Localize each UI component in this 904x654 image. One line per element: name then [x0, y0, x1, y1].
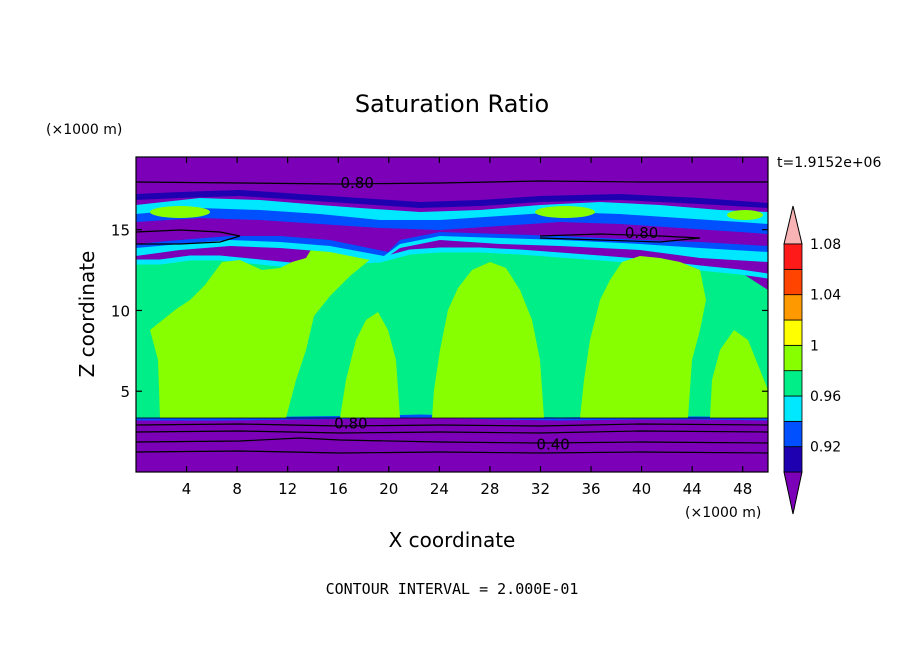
colorbar-swatch — [783, 268, 803, 296]
contour-lines — [136, 180, 768, 454]
colorbar-swatch — [783, 370, 803, 397]
plume-6 — [710, 330, 768, 418]
colorbar-swatch — [783, 420, 803, 448]
x-tick-label: 48 — [733, 480, 752, 498]
colorbar-swatch — [783, 294, 803, 321]
top-band-blue — [136, 190, 768, 208]
colorbar-arrow-top — [783, 205, 803, 245]
colorbar-arrow-bottom — [783, 471, 803, 515]
plot-area — [135, 156, 769, 473]
upper-patch-1 — [150, 206, 210, 218]
chart-title: Saturation Ratio — [355, 90, 549, 118]
plot-frame — [135, 156, 769, 473]
colorbar-swatch — [783, 395, 803, 422]
x-tick-label: 32 — [531, 480, 550, 498]
x-tick-label: 8 — [232, 480, 242, 498]
colorbar-swatch — [783, 243, 803, 270]
x-tick-label: 4 — [182, 480, 192, 498]
colorbar-swatch — [783, 344, 803, 372]
x-tick-label: 28 — [480, 480, 499, 498]
x-tick-label: 16 — [329, 480, 348, 498]
y-axis-label: Z coordinate — [75, 251, 99, 378]
time-label: t=1.9152e+06 — [777, 155, 881, 171]
contour-label: 0.80 — [340, 174, 373, 192]
y-ticks: 5 10 15 — [111, 222, 768, 401]
x-tick-label: 24 — [430, 480, 449, 498]
plume-4 — [580, 256, 706, 418]
plume-5 — [340, 312, 400, 418]
colorbar-swatch — [783, 319, 803, 346]
colorbar-label: 1.04 — [810, 288, 841, 304]
colorbar-label: 1.08 — [810, 237, 841, 253]
x-tick-label: 20 — [379, 480, 398, 498]
contour-label-layer: 0.80 0.80 0.80 0.40 — [334, 174, 658, 454]
colorbar: 0.92 0.96 1 1.04 1.08 — [783, 205, 841, 515]
contour-interval-label: CONTOUR INTERVAL = 2.000E-01 — [326, 580, 579, 598]
plume-1 — [150, 222, 384, 418]
x-tick-label: 40 — [632, 480, 651, 498]
top-band — [136, 157, 768, 205]
x-tick-label: 44 — [683, 480, 702, 498]
upper-patch-3 — [727, 210, 763, 220]
colorbar-label: 1 — [810, 338, 819, 354]
y-tick-label: 15 — [111, 222, 130, 240]
contour-label: 0.80 — [625, 224, 658, 242]
x-axis-label: X coordinate — [389, 528, 516, 552]
colorbar-label: 0.92 — [810, 440, 841, 456]
y-unit-label: (×1000 m) — [46, 122, 122, 138]
upper-patch-2 — [535, 206, 595, 218]
y-tick-label: 10 — [111, 302, 130, 320]
contour-label: 0.80 — [334, 415, 367, 433]
plume-2 — [208, 320, 262, 418]
x-ticks: 4 8 12 16 20 24 28 32 36 40 44 48 — [182, 157, 752, 498]
upper-band-purple — [136, 218, 768, 252]
lower-band — [136, 418, 768, 472]
colorbar-label: 0.96 — [810, 389, 841, 405]
plume-3 — [432, 262, 544, 418]
y-tick-label: 5 — [120, 383, 130, 401]
contour-label: 0.40 — [536, 436, 569, 454]
x-tick-label: 12 — [278, 480, 297, 498]
x-unit-label: (×1000 m) — [685, 505, 761, 521]
colorbar-swatch — [783, 446, 803, 473]
x-tick-label: 36 — [581, 480, 600, 498]
